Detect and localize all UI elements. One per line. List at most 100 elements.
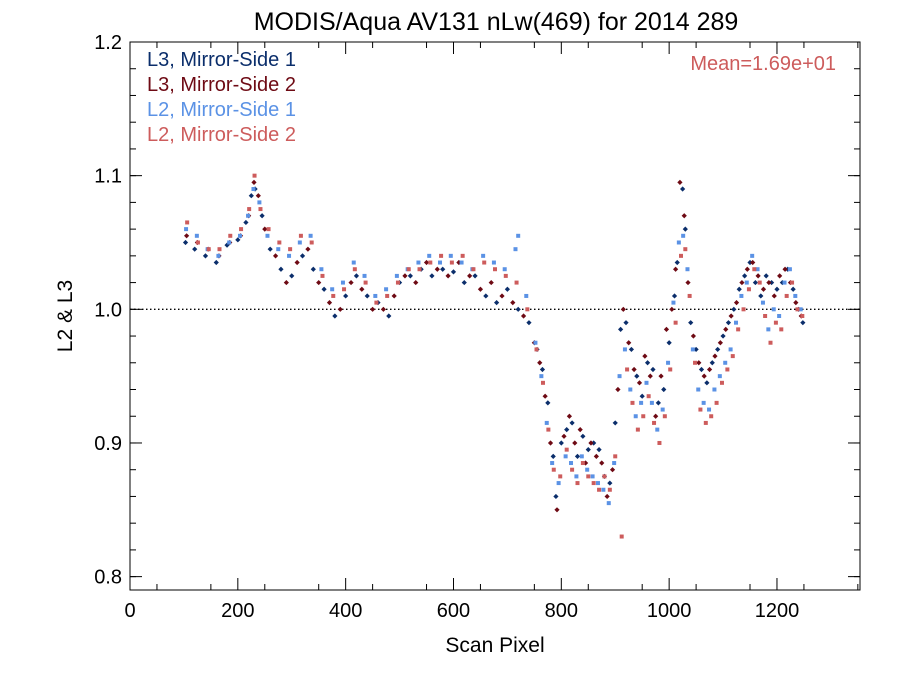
- data-point: [563, 454, 568, 459]
- data-point: [380, 306, 386, 312]
- data-point: [660, 407, 665, 412]
- x-tick-label: 800: [545, 600, 578, 622]
- data-point: [766, 279, 772, 286]
- data-point: [715, 346, 721, 353]
- series-1: [182, 186, 806, 500]
- data-point: [553, 493, 559, 500]
- data-point: [701, 373, 707, 379]
- data-point: [331, 293, 336, 298]
- data-point: [613, 454, 618, 459]
- data-point: [299, 253, 306, 259]
- data-point: [668, 367, 673, 372]
- data-point: [626, 340, 632, 346]
- data-point: [663, 326, 670, 332]
- data-point: [499, 293, 505, 299]
- series-4: [185, 173, 805, 539]
- data-point: [483, 293, 489, 299]
- data-point: [493, 267, 497, 272]
- data-point: [185, 220, 190, 225]
- data-point: [540, 380, 545, 385]
- data-point: [524, 293, 529, 298]
- x-axis-label: Scan Pixel: [445, 634, 544, 657]
- data-point: [283, 279, 289, 286]
- data-point: [343, 293, 349, 299]
- data-point: [213, 259, 219, 266]
- x-axis: 0 200 400 600 800 1000 1200: [124, 42, 859, 622]
- data-point: [731, 306, 737, 312]
- data-point: [642, 353, 648, 359]
- data-point: [688, 320, 694, 326]
- data-point: [631, 366, 637, 373]
- data-point: [639, 400, 644, 405]
- data-point: [258, 207, 263, 212]
- data-point: [266, 227, 271, 232]
- data-point: [539, 374, 544, 379]
- data-point: [768, 340, 773, 345]
- data-point: [674, 259, 680, 266]
- data-point: [750, 253, 755, 258]
- data-point: [252, 173, 257, 178]
- data-point: [428, 260, 433, 265]
- data-point: [669, 306, 675, 312]
- data-point: [777, 314, 782, 318]
- legend-entry: L3, Mirror-Side 2: [147, 74, 296, 96]
- data-point: [690, 333, 697, 339]
- data-point: [730, 354, 735, 359]
- data-point: [635, 427, 640, 432]
- data-point: [277, 240, 282, 245]
- data-point: [771, 307, 776, 312]
- data-point: [641, 414, 646, 419]
- data-point: [673, 320, 678, 325]
- data-point: [386, 313, 392, 319]
- data-point: [417, 267, 422, 272]
- data-point: [391, 293, 397, 299]
- data-point: [725, 367, 730, 372]
- data-point: [701, 400, 706, 405]
- data-point: [644, 380, 649, 385]
- data-point: [534, 347, 539, 352]
- data-point: [579, 454, 584, 459]
- data-point: [680, 186, 686, 192]
- data-point: [588, 440, 594, 446]
- data-point: [673, 266, 679, 272]
- mean-annotation: Mean=1.69e+01: [690, 53, 836, 75]
- data-point: [348, 279, 354, 286]
- data-point: [591, 481, 596, 486]
- chart-title: MODIS/Aqua AV131 nLw(469) for 2014 289: [254, 8, 739, 36]
- data-point: [434, 266, 440, 272]
- data-point: [763, 273, 769, 279]
- data-point: [585, 467, 590, 472]
- data-point: [550, 453, 556, 459]
- data-point: [736, 327, 741, 332]
- data-point: [406, 267, 411, 272]
- data-point: [520, 313, 527, 319]
- data-point: [569, 461, 574, 466]
- data-point: [445, 273, 451, 279]
- data-point: [564, 427, 570, 433]
- data-point: [712, 353, 718, 359]
- data-point: [550, 461, 555, 466]
- data-point: [352, 267, 357, 272]
- data-point: [585, 447, 591, 453]
- data-point: [194, 233, 199, 238]
- y-tick-label: 1.2: [94, 32, 122, 54]
- data-point: [326, 300, 333, 306]
- legend-entry: L2, Mirror-Side 1: [147, 99, 296, 121]
- data-point: [575, 481, 580, 486]
- data-point: [777, 273, 783, 279]
- data-point: [666, 340, 672, 346]
- data-point: [773, 320, 778, 325]
- data-point: [394, 273, 399, 278]
- data-point: [628, 387, 633, 392]
- data-point: [246, 213, 251, 218]
- data-point: [785, 266, 791, 272]
- data-point: [650, 366, 656, 373]
- data-point: [760, 286, 767, 292]
- data-point: [782, 280, 787, 285]
- data-point: [227, 240, 232, 245]
- data-point: [472, 273, 478, 279]
- data-point: [402, 273, 408, 279]
- data-point: [544, 420, 549, 425]
- y-tick-label: 1.1: [94, 166, 122, 188]
- data-point: [798, 307, 803, 312]
